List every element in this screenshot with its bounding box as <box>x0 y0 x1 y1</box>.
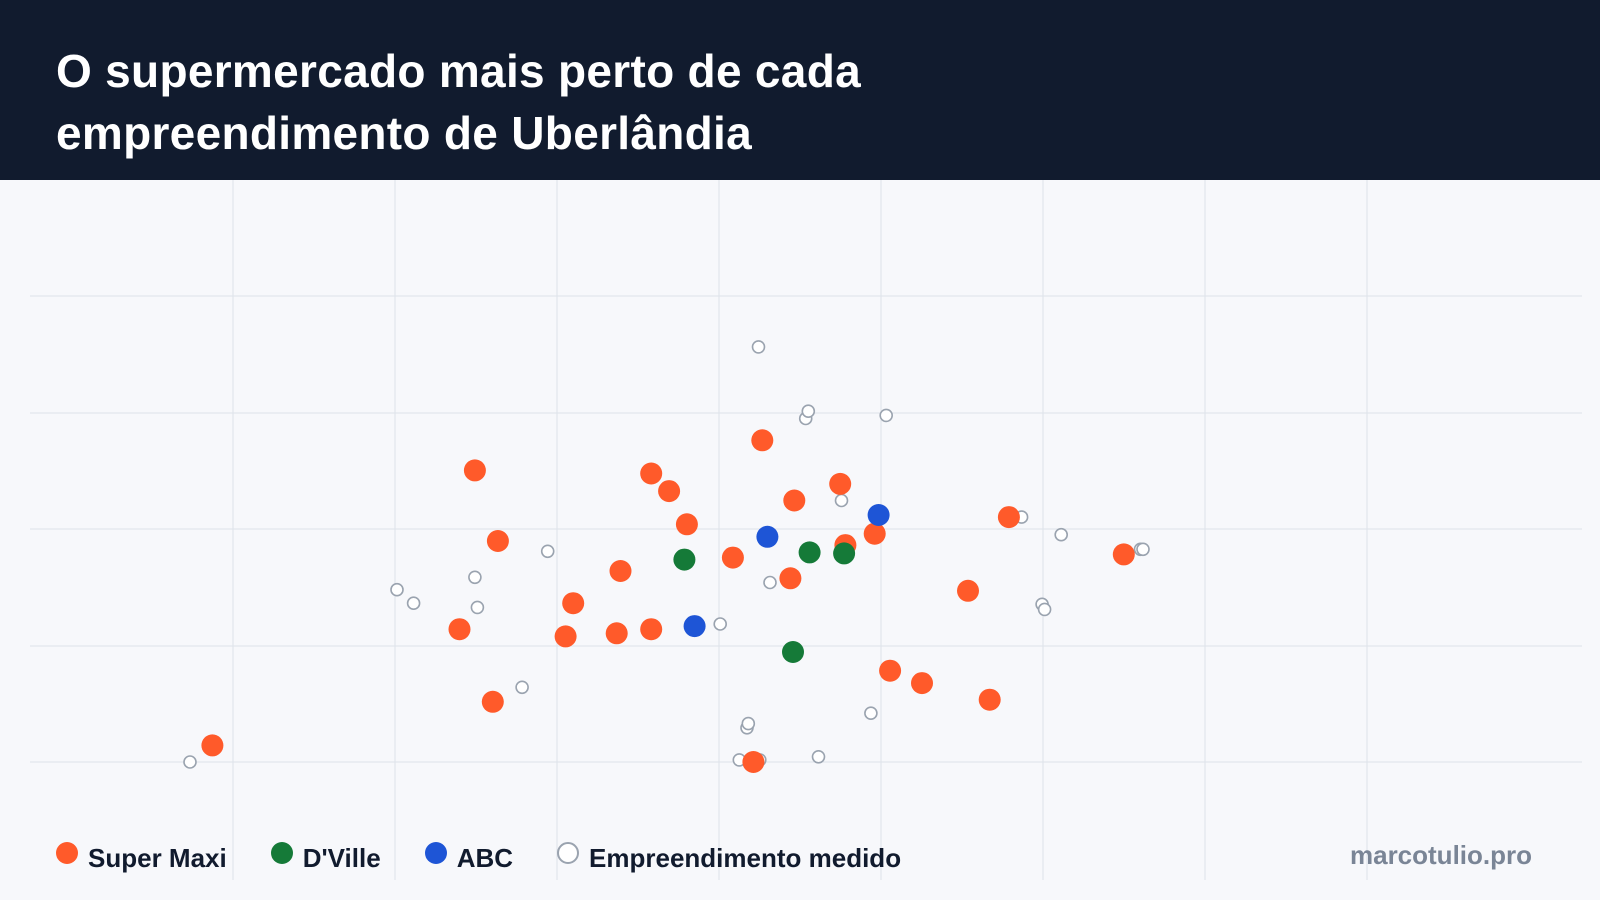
point-dville <box>798 541 821 564</box>
header-bar: O supermercado mais perto de cada empreen… <box>0 0 1600 180</box>
point-empreendimento <box>390 582 404 597</box>
legend-swatch-empreendimento <box>557 842 580 864</box>
point-super-maxi <box>1112 543 1135 566</box>
point-super-maxi <box>779 567 802 590</box>
point-super-maxi <box>911 672 933 695</box>
point-empreendimento <box>763 575 777 590</box>
point-super-maxi <box>463 459 486 482</box>
point-super-maxi <box>829 472 852 495</box>
point-super-maxi <box>957 579 979 602</box>
point-abc <box>867 504 890 526</box>
legend-item-abc: ABC <box>424 842 514 874</box>
point-empreendimento <box>741 716 756 731</box>
point-empreendimento <box>406 596 421 611</box>
point-empreendimento <box>801 404 816 418</box>
point-empreendimento <box>1136 542 1150 557</box>
point-empreendimento <box>834 493 849 508</box>
point-super-maxi <box>997 506 1020 529</box>
gridlines <box>30 180 1582 880</box>
point-empreendimento <box>540 544 555 559</box>
title-line-1: O supermercado mais perto de cada <box>56 45 861 97</box>
credit-text: marcotulio.pro <box>1349 840 1532 870</box>
point-super-maxi <box>448 618 471 641</box>
point-super-maxi <box>609 560 632 582</box>
point-super-maxi <box>554 625 577 648</box>
legend-swatch-abc <box>424 842 447 864</box>
point-super-maxi <box>562 592 585 615</box>
point-empreendimento <box>811 749 826 764</box>
point-empreendimento <box>1037 602 1052 617</box>
point-super-maxi <box>783 489 806 512</box>
point-abc <box>683 615 706 638</box>
scatter-plot <box>30 180 1582 880</box>
point-empreendimento <box>713 617 728 631</box>
point-super-maxi <box>675 513 698 536</box>
legend-swatch-super-maxi <box>56 842 78 864</box>
point-empreendimento <box>879 408 894 423</box>
point-super-maxi <box>640 618 663 641</box>
point-dville <box>833 542 856 565</box>
point-dville <box>673 548 696 571</box>
point-super-maxi <box>751 429 774 452</box>
legend-item-super-maxi: Super Maxi <box>56 842 227 874</box>
point-dville <box>782 641 804 663</box>
point-abc <box>756 525 779 548</box>
legend-item-empreendimento: Empreendimento medido <box>557 842 902 874</box>
point-empreendimento <box>864 706 878 721</box>
point-super-maxi <box>978 688 1001 711</box>
legend-label: Empreendimento medido <box>589 842 902 873</box>
point-super-maxi <box>658 480 681 503</box>
point-super-maxi <box>486 530 509 552</box>
legend-label: Super Maxi <box>88 842 227 873</box>
legend-swatch-dville <box>270 842 293 864</box>
point-super-maxi <box>640 462 663 485</box>
point-super-maxi <box>721 546 744 569</box>
legend: Super Maxi D'Ville ABC Empreendimento medid… <box>56 838 945 878</box>
point-empreendimento <box>468 570 482 585</box>
point-super-maxi <box>201 734 224 757</box>
legend-label: D'Ville <box>302 842 381 873</box>
point-empreendimento <box>1054 527 1068 542</box>
title-line-2: empreendimento de Uberlândia <box>56 107 752 159</box>
chart-title: O supermercado mais perto de cada empreen… <box>56 40 1256 164</box>
point-empreendimento <box>751 340 766 354</box>
legend-item-dville: D'Ville <box>270 842 381 874</box>
legend-label: ABC <box>456 842 514 873</box>
point-super-maxi <box>481 690 504 713</box>
point-empreendimento <box>183 755 197 769</box>
point-super-maxi <box>742 751 765 773</box>
point-super-maxi <box>605 622 628 645</box>
data-points <box>183 340 1150 773</box>
point-empreendimento <box>515 680 529 695</box>
point-empreendimento <box>470 600 485 615</box>
point-super-maxi <box>879 659 902 682</box>
point-super-maxi <box>863 522 886 545</box>
